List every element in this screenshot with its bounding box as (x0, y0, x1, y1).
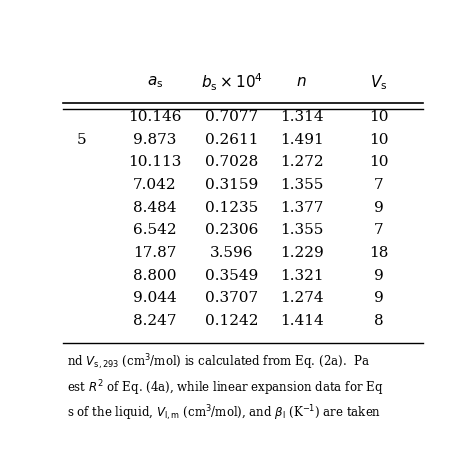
Text: 0.2611: 0.2611 (205, 133, 259, 147)
Text: 1.314: 1.314 (280, 110, 324, 124)
Text: 0.7028: 0.7028 (205, 155, 258, 169)
Text: 0.3159: 0.3159 (205, 178, 258, 192)
Text: 1.491: 1.491 (280, 133, 324, 147)
Text: 18: 18 (369, 246, 389, 260)
Text: s of the liquid, $V_\mathrm{l,m}$ (cm$^3$/mol), and $\beta_\mathrm{l}$ (K$^{-1}$: s of the liquid, $V_\mathrm{l,m}$ (cm$^3… (66, 404, 381, 423)
Text: 7.042: 7.042 (133, 178, 177, 192)
Text: 1.321: 1.321 (280, 268, 324, 283)
Text: 9: 9 (374, 201, 384, 215)
Text: est $R^2$ of Eq. (4a), while linear expansion data for Eq: est $R^2$ of Eq. (4a), while linear expa… (66, 378, 383, 398)
Text: 9.873: 9.873 (133, 133, 176, 147)
Text: 1.377: 1.377 (280, 201, 323, 215)
Text: 7: 7 (374, 178, 383, 192)
Text: 0.2306: 0.2306 (205, 223, 259, 237)
Text: 6.542: 6.542 (133, 223, 177, 237)
Text: $a_\mathrm{s}$: $a_\mathrm{s}$ (146, 74, 163, 90)
Text: 7: 7 (374, 223, 383, 237)
Text: 10: 10 (369, 110, 389, 124)
Text: 0.1235: 0.1235 (205, 201, 258, 215)
Text: 17.87: 17.87 (133, 246, 176, 260)
Text: 8: 8 (374, 314, 383, 328)
Text: 8.484: 8.484 (133, 201, 176, 215)
Text: 0.1242: 0.1242 (205, 314, 259, 328)
Text: 10.113: 10.113 (128, 155, 182, 169)
Text: nd $V_\mathrm{s,293}$ (cm$^3$/mol) is calculated from Eq. (2a).  Pa: nd $V_\mathrm{s,293}$ (cm$^3$/mol) is ca… (66, 353, 369, 372)
Text: 9.044: 9.044 (133, 291, 177, 305)
Text: 9: 9 (374, 268, 384, 283)
Text: 1.355: 1.355 (280, 223, 323, 237)
Text: 1.229: 1.229 (280, 246, 324, 260)
Text: 8.800: 8.800 (133, 268, 176, 283)
Text: 0.3707: 0.3707 (205, 291, 258, 305)
Text: 1.414: 1.414 (280, 314, 324, 328)
Text: $V_\mathrm{s}$: $V_\mathrm{s}$ (370, 73, 388, 92)
Text: $b_\mathrm{s} \times 10^{4}$: $b_\mathrm{s} \times 10^{4}$ (201, 72, 263, 93)
Text: 5: 5 (76, 133, 86, 147)
Text: 8.247: 8.247 (133, 314, 176, 328)
Text: 10: 10 (369, 133, 389, 147)
Text: 1.355: 1.355 (280, 178, 323, 192)
Text: 1.274: 1.274 (280, 291, 324, 305)
Text: 10: 10 (369, 155, 389, 169)
Text: 0.3549: 0.3549 (205, 268, 258, 283)
Text: 1.272: 1.272 (280, 155, 324, 169)
Text: 10.146: 10.146 (128, 110, 182, 124)
Text: 0.7077: 0.7077 (205, 110, 258, 124)
Text: $n$: $n$ (296, 75, 307, 90)
Text: 3.596: 3.596 (210, 246, 254, 260)
Text: 9: 9 (374, 291, 384, 305)
